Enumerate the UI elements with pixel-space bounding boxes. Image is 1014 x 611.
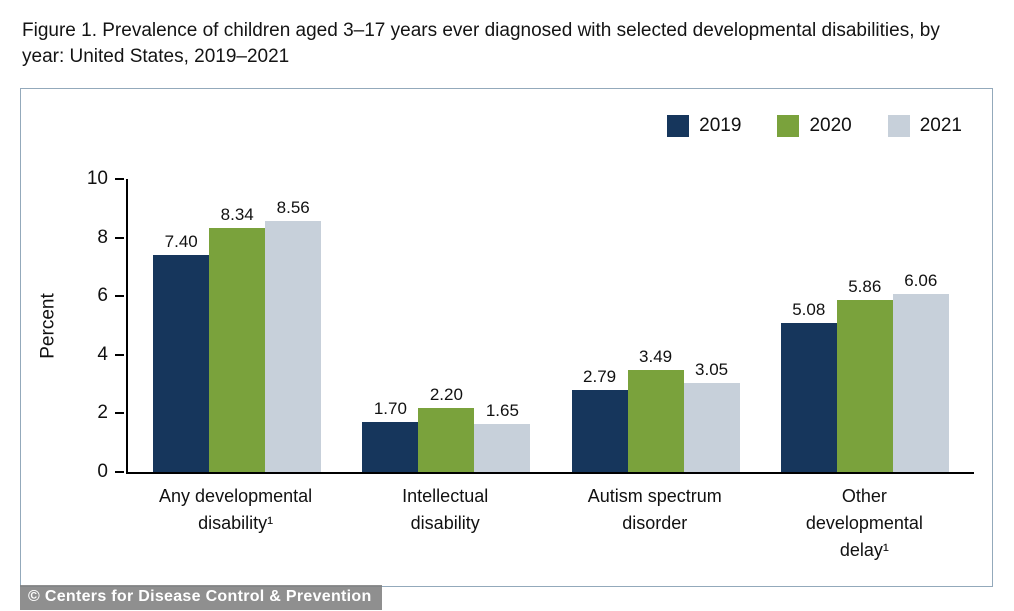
bar-value-label: 8.56 xyxy=(276,198,310,218)
bar-2021 xyxy=(474,423,531,472)
bar-column: 3.49 xyxy=(627,179,684,472)
bar-column: 5.08 xyxy=(780,179,837,472)
bar-2019 xyxy=(153,255,210,472)
bar-2020 xyxy=(836,300,893,472)
bar-value-label: 2.20 xyxy=(429,384,463,404)
y-tick-label: 8 xyxy=(97,226,108,248)
bar-column: 8.56 xyxy=(265,179,322,472)
bar-column: 7.40 xyxy=(153,179,210,472)
bar-column: 1.65 xyxy=(474,179,531,472)
y-tick-10: 10 xyxy=(87,168,124,190)
bar-column: 2.79 xyxy=(571,179,628,472)
legend-swatch-2020 xyxy=(777,115,800,137)
bar-value-label: 1.70 xyxy=(373,399,407,419)
x-axis-label-3: Autism spectrum disorder xyxy=(587,486,722,533)
y-tick-0: 0 xyxy=(97,461,124,483)
x-axis-label-4: Other developmental delay¹ xyxy=(805,486,923,560)
legend-swatch-2019 xyxy=(667,115,690,137)
bar-2020 xyxy=(627,369,684,472)
y-tick-6: 6 xyxy=(97,285,124,307)
bar-value-label: 7.40 xyxy=(164,232,198,252)
legend-label: 2021 xyxy=(919,115,962,136)
bar-column: 3.05 xyxy=(683,179,740,472)
bar-2021 xyxy=(683,382,740,472)
legend-item-2020: 2020 xyxy=(777,115,852,137)
plot-wrap: 0 2 4 6 8 10 7.40 8.34 8.56 1.70 2.20 1.65 2.79 3.49… xyxy=(87,168,974,564)
y-tick-mark xyxy=(115,412,124,415)
y-tick-4: 4 xyxy=(97,344,124,366)
plot-area: 7.40 8.34 8.56 1.70 2.20 1.65 2.79 3.49 3.05 5.08… xyxy=(126,179,974,474)
y-tick-label: 10 xyxy=(86,168,108,189)
bar-column: 8.34 xyxy=(209,179,266,472)
bar-2021 xyxy=(892,294,949,472)
bar-2019 xyxy=(362,422,419,472)
bar-group-4: 5.08 5.86 6.06 xyxy=(765,179,965,472)
bar-group-2: 1.70 2.20 1.65 xyxy=(346,179,546,472)
y-tick-mark xyxy=(115,471,124,473)
y-axis: 0 2 4 6 8 10 xyxy=(54,168,124,482)
legend: 2019 2020 2021 xyxy=(667,115,962,137)
bar-value-label: 8.34 xyxy=(220,204,254,224)
y-tick-label: 2 xyxy=(97,402,108,424)
bar-value-label: 3.49 xyxy=(639,346,673,366)
x-axis-label-2: Intellectual disability xyxy=(402,486,489,533)
y-tick-2: 2 xyxy=(97,402,124,424)
legend-swatch-2021 xyxy=(887,115,910,137)
y-tick-mark xyxy=(115,178,124,180)
bar-2020 xyxy=(209,227,266,472)
bar-2019 xyxy=(571,390,628,472)
bar-column: 6.06 xyxy=(892,179,949,472)
figure-title: Figure 1. Prevalence of children aged 3–… xyxy=(22,20,940,68)
y-tick-8: 8 xyxy=(97,227,124,249)
bar-column: 5.86 xyxy=(836,179,893,472)
bar-2021 xyxy=(265,221,322,472)
y-tick-label: 0 xyxy=(97,461,108,482)
bar-2019 xyxy=(780,323,837,472)
bar-group-3: 2.79 3.49 3.05 xyxy=(556,179,756,472)
y-tick-mark xyxy=(115,236,124,239)
y-tick-label: 6 xyxy=(97,285,108,307)
x-axis-labels: Any developmental disability¹ Intellectua… xyxy=(126,483,974,564)
x-axis-label-1: Any developmental disability¹ xyxy=(159,486,313,533)
bar-2020 xyxy=(418,407,475,472)
bar-value-label: 5.86 xyxy=(848,277,882,297)
y-tick-mark xyxy=(115,353,124,356)
bar-value-label: 1.65 xyxy=(485,400,519,420)
bar-value-label: 5.08 xyxy=(792,300,826,320)
bar-value-label: 6.06 xyxy=(904,271,938,291)
legend-label: 2020 xyxy=(809,115,852,136)
bar-group-1: 7.40 8.34 8.56 xyxy=(137,179,337,472)
bar-value-label: 3.05 xyxy=(695,359,729,379)
legend-label: 2019 xyxy=(699,115,742,136)
bar-column: 2.20 xyxy=(418,179,475,472)
y-tick-label: 4 xyxy=(97,343,108,365)
legend-item-2021: 2021 xyxy=(887,115,962,137)
chart-box: 2019 2020 2021 Percent 0 2 4 6 8 10 7.40 8.34 8.5… xyxy=(20,88,993,587)
bar-value-label: 2.79 xyxy=(583,367,617,387)
bar-column: 1.70 xyxy=(362,179,419,472)
watermark: © Centers for Disease Control & Preventi… xyxy=(20,585,382,610)
y-tick-mark xyxy=(115,295,124,298)
legend-item-2019: 2019 xyxy=(667,115,741,137)
